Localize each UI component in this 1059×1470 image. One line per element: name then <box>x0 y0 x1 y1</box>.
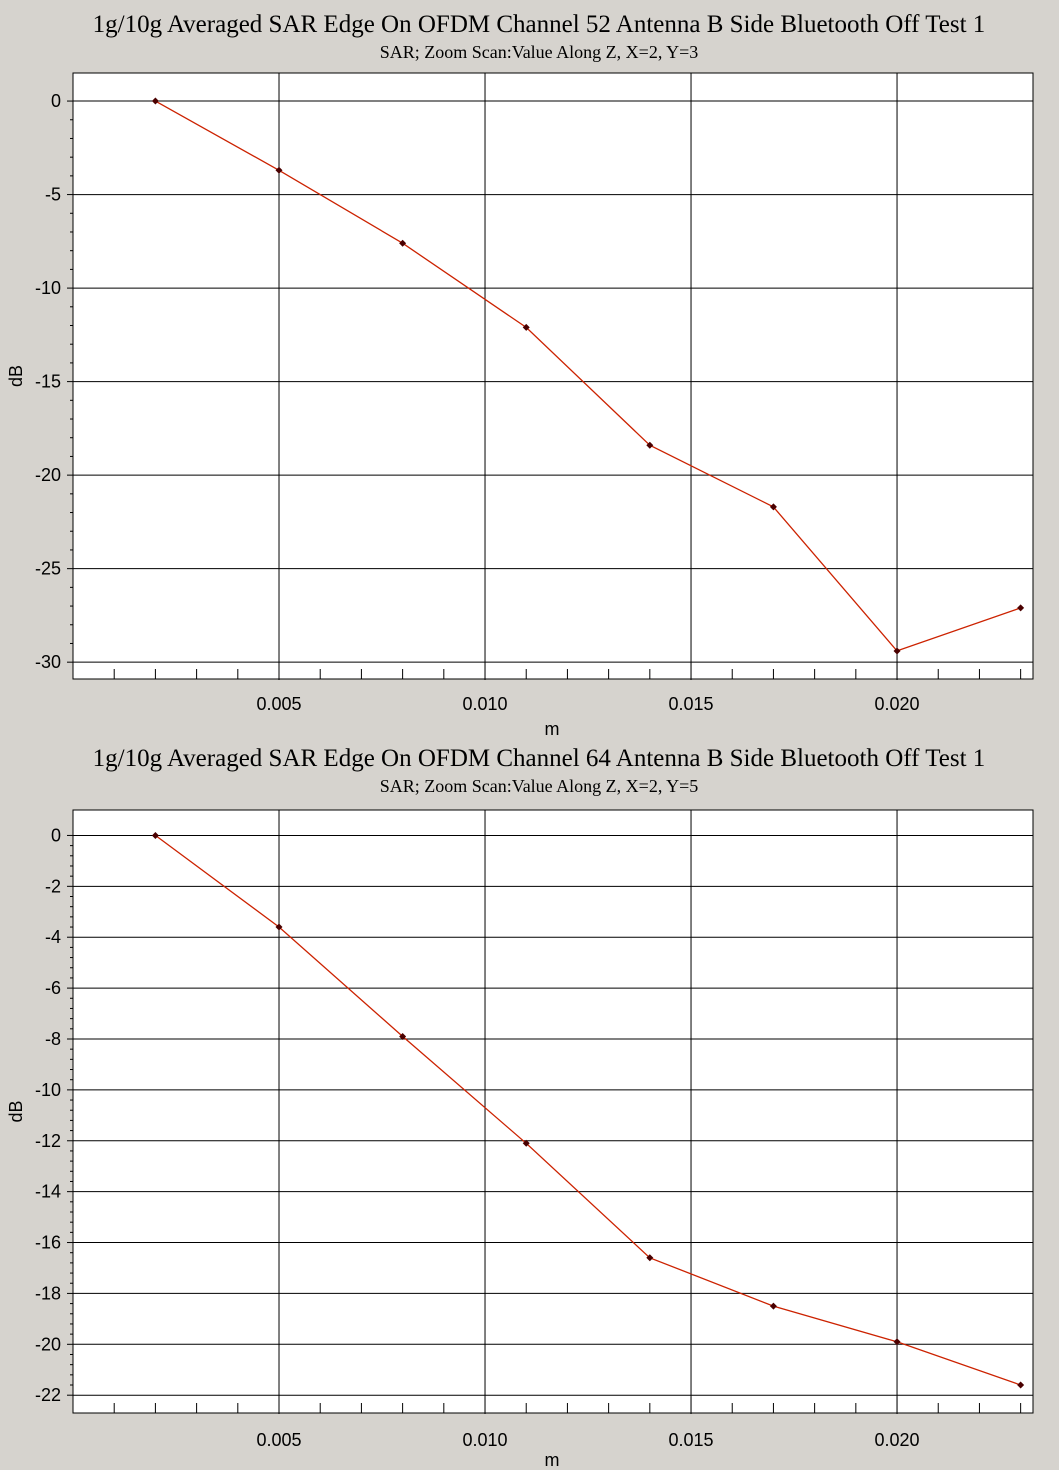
y-tick-label: 0 <box>51 825 61 845</box>
y-tick-label: -30 <box>35 652 61 672</box>
data-point <box>893 1338 901 1346</box>
chart-panel-1: 1g/10g Averaged SAR Edge On OFDM Channel… <box>6 11 1034 739</box>
data-point <box>522 1139 530 1147</box>
y-tick-label: -12 <box>35 1131 61 1151</box>
data-point <box>399 1032 407 1040</box>
y-tick-label: -18 <box>35 1283 61 1303</box>
data-point <box>151 97 159 105</box>
y-tick-label: -22 <box>35 1385 61 1405</box>
x-tick-label: 0.005 <box>256 1430 301 1450</box>
data-point <box>275 923 283 931</box>
chart-title: 1g/10g Averaged SAR Edge On OFDM Channel… <box>93 745 986 772</box>
x-tick-label: 0.005 <box>256 694 301 714</box>
y-tick-label: -5 <box>45 185 61 205</box>
data-point <box>769 503 777 511</box>
chart-title: 1g/10g Averaged SAR Edge On OFDM Channel… <box>93 11 986 38</box>
y-tick-label: -2 <box>45 876 61 896</box>
y-tick-label: -20 <box>35 1334 61 1354</box>
data-point <box>151 831 159 839</box>
data-point <box>399 239 407 247</box>
chart-panel-2: 1g/10g Averaged SAR Edge On OFDM Channel… <box>6 745 1034 1470</box>
y-tick-label: -10 <box>35 278 61 298</box>
y-tick-label: -4 <box>45 927 61 947</box>
data-point <box>1017 1381 1025 1389</box>
x-tick-label: 0.015 <box>669 1430 714 1450</box>
y-tick-label: -20 <box>35 465 61 485</box>
x-axis-label: m <box>545 719 560 739</box>
data-point <box>646 441 654 449</box>
x-tick-label: 0.020 <box>875 694 920 714</box>
y-tick-label: -15 <box>35 372 61 392</box>
y-tick-label: -16 <box>35 1233 61 1253</box>
x-axis-label: m <box>545 1450 560 1470</box>
data-point <box>893 647 901 655</box>
y-axis-label: dB <box>6 365 26 387</box>
chart-subtitle: SAR; Zoom Scan:Value Along Z, X=2, Y=3 <box>380 42 699 62</box>
series-line <box>155 100 1021 652</box>
y-tick-label: -10 <box>35 1080 61 1100</box>
data-point <box>769 1302 777 1310</box>
plot-area <box>72 72 1034 680</box>
y-tick-label: -14 <box>35 1182 61 1202</box>
x-tick-label: 0.020 <box>875 1430 920 1450</box>
y-tick-label: -25 <box>35 559 61 579</box>
data-point <box>275 166 283 174</box>
plot-area <box>72 809 1034 1414</box>
x-tick-label: 0.010 <box>462 694 507 714</box>
data-point <box>522 323 530 331</box>
x-tick-label: 0.010 <box>462 1430 507 1450</box>
y-tick-label: -6 <box>45 978 61 998</box>
y-tick-label: -8 <box>45 1029 61 1049</box>
x-tick-label: 0.015 <box>669 694 714 714</box>
y-tick-label: 0 <box>51 91 61 111</box>
series-line <box>155 834 1021 1386</box>
data-point <box>1017 604 1025 612</box>
chart-subtitle: SAR; Zoom Scan:Value Along Z, X=2, Y=5 <box>380 776 699 796</box>
y-axis-label: dB <box>6 1100 26 1122</box>
data-point <box>646 1254 654 1262</box>
